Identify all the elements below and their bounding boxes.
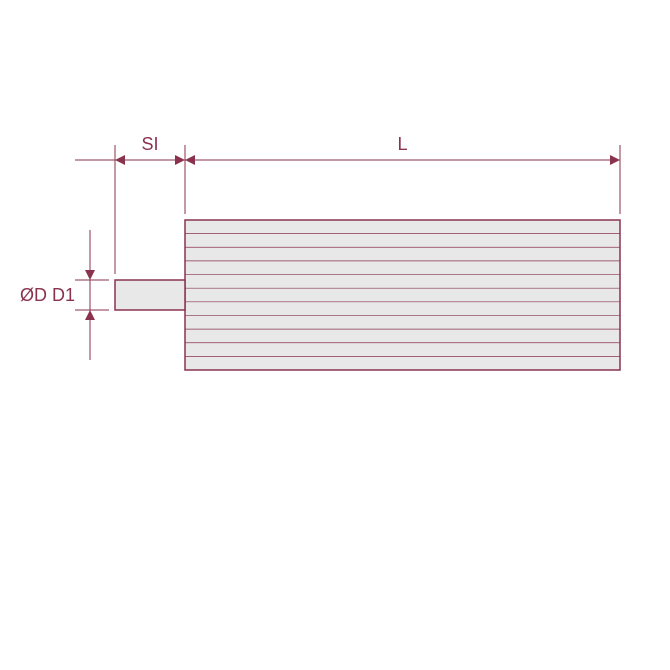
- engineering-diagram: SI L ØD D1: [0, 0, 670, 670]
- diagram-container: SI L ØD D1: [0, 0, 670, 670]
- label-si: SI: [141, 134, 158, 154]
- label-l: L: [397, 134, 407, 154]
- label-diameter: ØD D1: [20, 285, 75, 305]
